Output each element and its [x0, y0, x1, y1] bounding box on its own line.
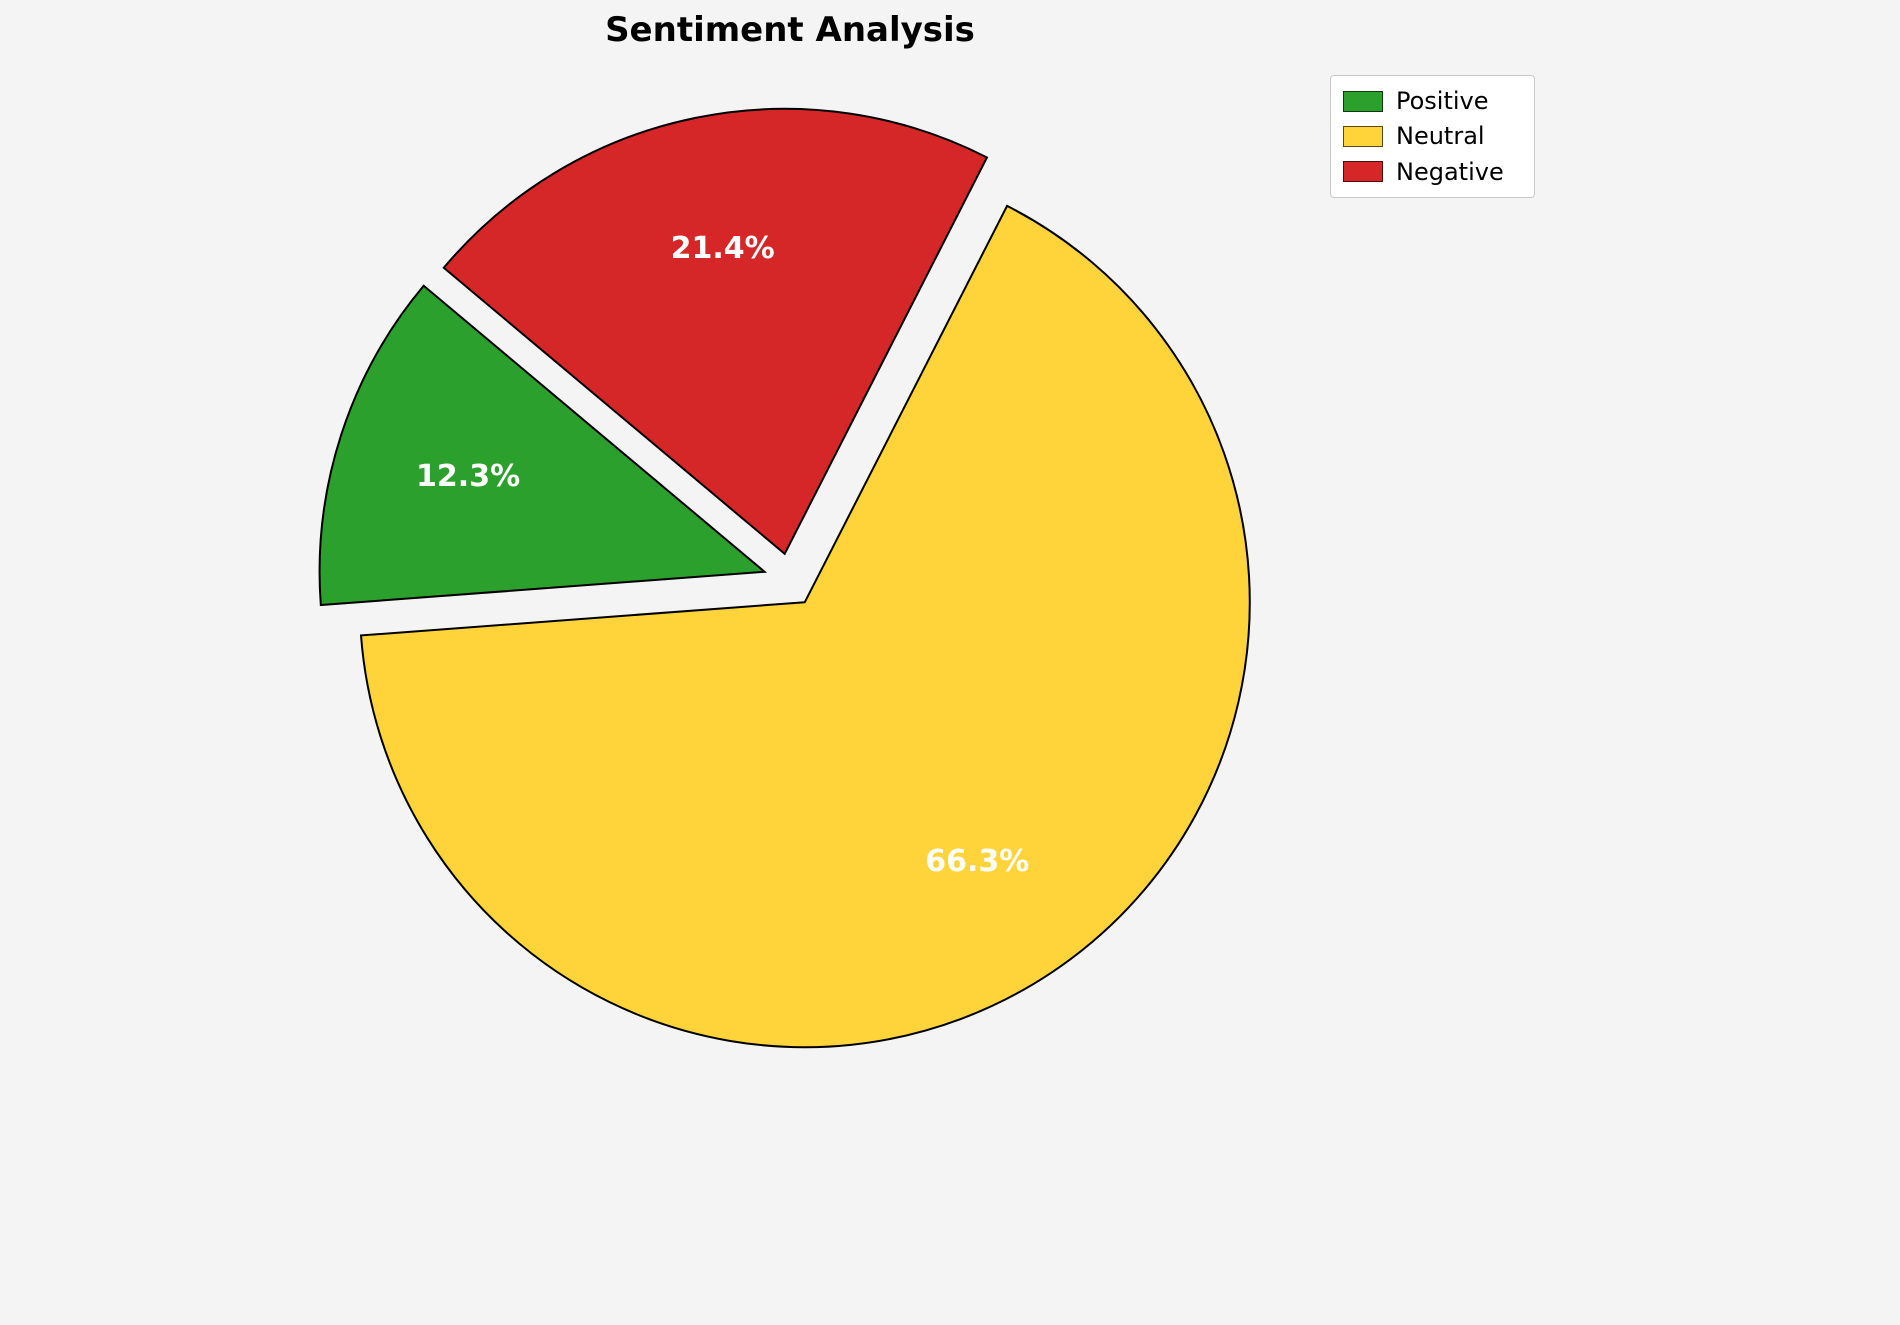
legend-label-negative: Negative — [1396, 157, 1504, 186]
pie-slice-percent-label-neutral: 66.3% — [925, 844, 1029, 879]
pie-slice-percent-label-negative: 21.4% — [671, 231, 775, 266]
legend-item-positive: Positive — [1343, 88, 1518, 114]
legend-label-positive: Positive — [1396, 87, 1489, 115]
pie-slice-negative — [442, 107, 989, 556]
legend-swatch-neutral-icon — [1343, 126, 1383, 148]
legend-swatch-positive-icon — [1343, 90, 1383, 112]
legend-item-neutral: Neutral — [1343, 122, 1518, 151]
legend-swatch-negative-icon — [1343, 161, 1383, 183]
pie-slice-neutral — [359, 204, 1251, 1049]
pie-slice-positive — [318, 284, 768, 607]
legend-label-neutral: Neutral — [1396, 122, 1485, 151]
chart-title: Sentiment Analysis — [605, 10, 975, 50]
legend-item-negative: Negative — [1343, 157, 1518, 186]
pie-slice-percent-label-positive: 12.3% — [416, 459, 520, 494]
legend: Positive Neutral Negative — [1330, 75, 1535, 199]
